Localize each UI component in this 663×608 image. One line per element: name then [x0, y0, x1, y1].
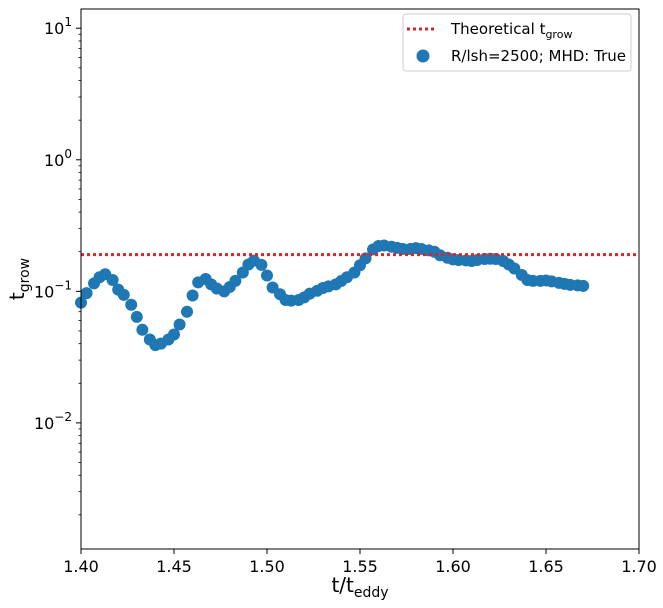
legend-line-label-sub: grow: [545, 28, 572, 41]
y-axis-label-main: t: [5, 292, 29, 300]
data-point: [168, 328, 180, 341]
x-tick-label: 1.40: [63, 557, 99, 576]
y-tick-label: 101: [44, 15, 72, 38]
x-tick-label: 1.70: [621, 557, 657, 576]
y-tick-label: 10−2: [34, 410, 72, 433]
data-point: [577, 279, 590, 292]
legend-scatter-swatch: [416, 49, 430, 63]
legend-scatter-label: R/lsh=2500; MHD: True: [451, 47, 626, 65]
data-point: [125, 298, 138, 311]
x-tick-label: 1.50: [249, 557, 285, 576]
y-axis-label: tgrow: [5, 258, 33, 300]
x-tick-label: 1.60: [435, 557, 471, 576]
legend: Theoretical tgrow R/lsh=2500; MHD: True: [402, 13, 632, 72]
x-tick-label: 1.45: [156, 557, 192, 576]
x-axis-label-sub: eddy: [354, 585, 389, 601]
x-tick-label: 1.55: [342, 557, 378, 576]
legend-line-label-main: Theoretical t: [450, 20, 546, 38]
ticks-layer: 1.40 1.45 1.50 1.55 1.60 1.65 1.70 10−2 10−1 100 1…: [34, 15, 657, 576]
data-point: [359, 252, 372, 265]
y-tick-label: 10−1: [34, 278, 72, 301]
data-point: [173, 318, 186, 331]
data-point: [255, 258, 268, 271]
plot-frame: [80, 8, 640, 550]
data-point: [181, 305, 194, 318]
legend-box: [402, 13, 632, 72]
legend-line-label: Theoretical tgrow: [450, 20, 572, 41]
x-tick-label: 1.65: [528, 557, 564, 576]
data-point: [117, 288, 130, 301]
data-point: [261, 269, 273, 282]
data-point: [106, 273, 119, 286]
x-axis-label: t/teddy: [331, 573, 388, 601]
data-point: [80, 287, 93, 300]
data-point: [186, 289, 199, 302]
x-axis-label-main: t/t: [331, 573, 354, 597]
y-axis-label-sub: grow: [17, 258, 33, 292]
y-tick-label: 100: [44, 147, 72, 170]
data-point: [229, 274, 242, 287]
data-point: [130, 310, 143, 323]
data-point: [136, 323, 149, 336]
scatter-series: [75, 239, 590, 352]
